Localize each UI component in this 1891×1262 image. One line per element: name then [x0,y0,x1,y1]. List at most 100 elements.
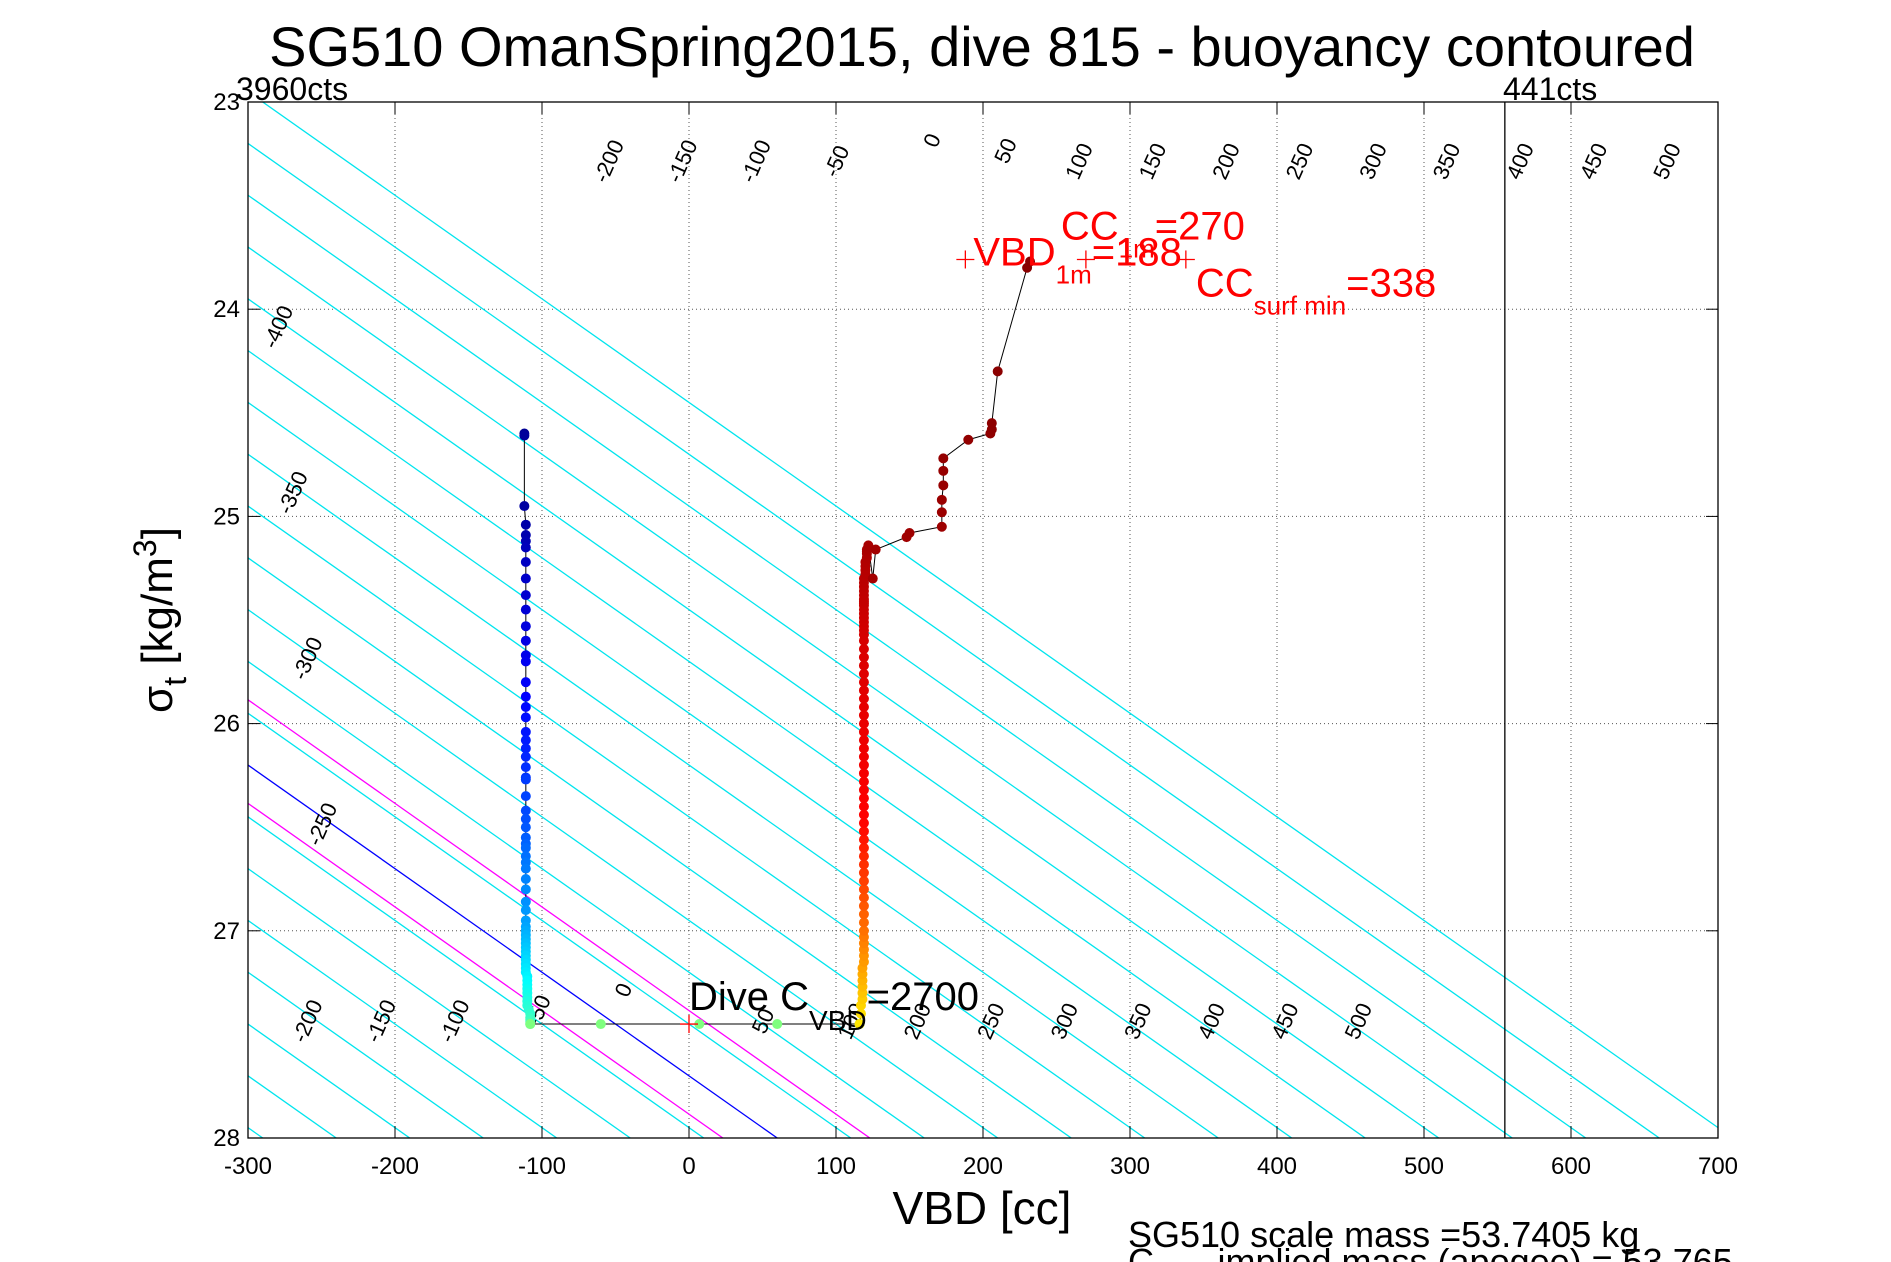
left-counts-label: 3960cts [236,71,348,107]
x-tick-label: -200 [371,1153,419,1180]
data-point [520,863,531,874]
data-point [858,809,869,820]
data-point [858,751,869,762]
chart-title: SG510 OmanSpring2015, dive 815 - buoyanc… [269,15,1695,78]
contour-line-zero [248,764,779,1138]
y-tick-label: 23 [213,89,240,116]
contour-line [248,142,1661,1138]
data-point [858,917,869,928]
marker-label: CCsurf min=338 [1196,261,1436,320]
data-point [858,900,869,911]
data-point [858,876,869,887]
data-point [863,540,874,551]
data-point [520,691,531,702]
data-point [858,718,869,729]
contour-line [261,102,1718,1129]
data-point [772,1019,783,1030]
data-point [858,743,869,754]
marker-label-name: CC [1196,261,1254,305]
data-point [520,604,531,615]
implied-mass-value: implied mass (apogee) = 53.765 [1207,1241,1732,1262]
data-point [520,774,531,785]
data-point [520,573,531,584]
marker-label: VBD 1m=188 [973,230,1181,289]
data-point [858,760,869,771]
contour-line-magenta [248,698,871,1138]
marker-label-sub: surf min [1254,290,1346,320]
x-axis-label: VBD [cc] [893,1182,1072,1234]
contour-line [248,401,1293,1138]
data-point [520,762,531,773]
contour-line [248,298,1440,1138]
dive-cvbd-name: Dive C [689,975,809,1019]
data-point [858,793,869,804]
data-point [858,892,869,903]
x-tick-label: 500 [1404,1153,1444,1180]
y-tick-label: 26 [213,711,240,738]
contour-line [248,867,632,1138]
x-tick-label: 400 [1257,1153,1297,1180]
y-tick-label: 25 [213,503,240,530]
data-point [520,656,531,667]
y-axis-label-unit-sup: 3 [127,539,163,557]
data-point [858,735,869,746]
marker-label-value: =188 [1092,230,1182,274]
contour-line [248,246,1514,1138]
data-point [938,480,949,491]
dive-cvbd-value: =2700 [867,975,979,1019]
data-point [858,851,869,862]
data-point [858,710,869,721]
data-point [858,909,869,920]
x-tick-label: -300 [224,1153,272,1180]
data-point [520,822,531,833]
data-point [858,867,869,878]
data-point [904,527,915,538]
y-axis-label-unit-close: ] [133,527,182,539]
data-point [858,925,869,936]
contour-line [248,608,999,1138]
contour-line-magenta [248,802,724,1138]
data-point [858,834,869,845]
marker-label-sub: 1m [1119,233,1155,263]
contour-line [248,971,485,1138]
data-point [858,685,869,696]
data-point [986,418,997,429]
implied-mass-note: CVBD implied mass (apogee) = 53.765 [1128,1241,1733,1262]
data-point [858,668,869,679]
dive-cvbd-sub: VBD [809,1005,867,1036]
x-tick-label: 700 [1698,1153,1738,1180]
data-point [520,842,531,853]
data-point [858,842,869,853]
right-counts-label: 441cts [1503,71,1597,107]
data-point [520,542,531,553]
scale-mass-note: SG510 scale mass =53.7405 kg [1128,1214,1639,1255]
data-point [858,776,869,787]
data-point [520,896,531,907]
contour-line [248,453,1220,1138]
data-series [519,256,1036,1030]
data-point [938,453,949,464]
data-point [858,818,869,829]
data-point [520,874,531,884]
x-tick-label: 200 [963,1153,1003,1180]
data-point [858,660,869,671]
data-point [870,544,881,555]
y-axis-label-main: σ [133,686,182,713]
y-tick-label: 27 [213,918,240,945]
y-axis-label: σt [kg/m3] [127,527,193,713]
marker-label-name: CC [1061,204,1119,248]
data-point [858,693,869,704]
data-point [520,556,531,567]
data-point [519,430,530,441]
data-point [595,1019,606,1030]
data-point [963,434,974,445]
contour-line [248,557,1073,1138]
contour-line [248,816,705,1138]
data-point [858,859,869,870]
contour-line [248,712,852,1138]
data-point [858,702,869,713]
data-point [520,635,531,646]
data-point [520,712,531,723]
